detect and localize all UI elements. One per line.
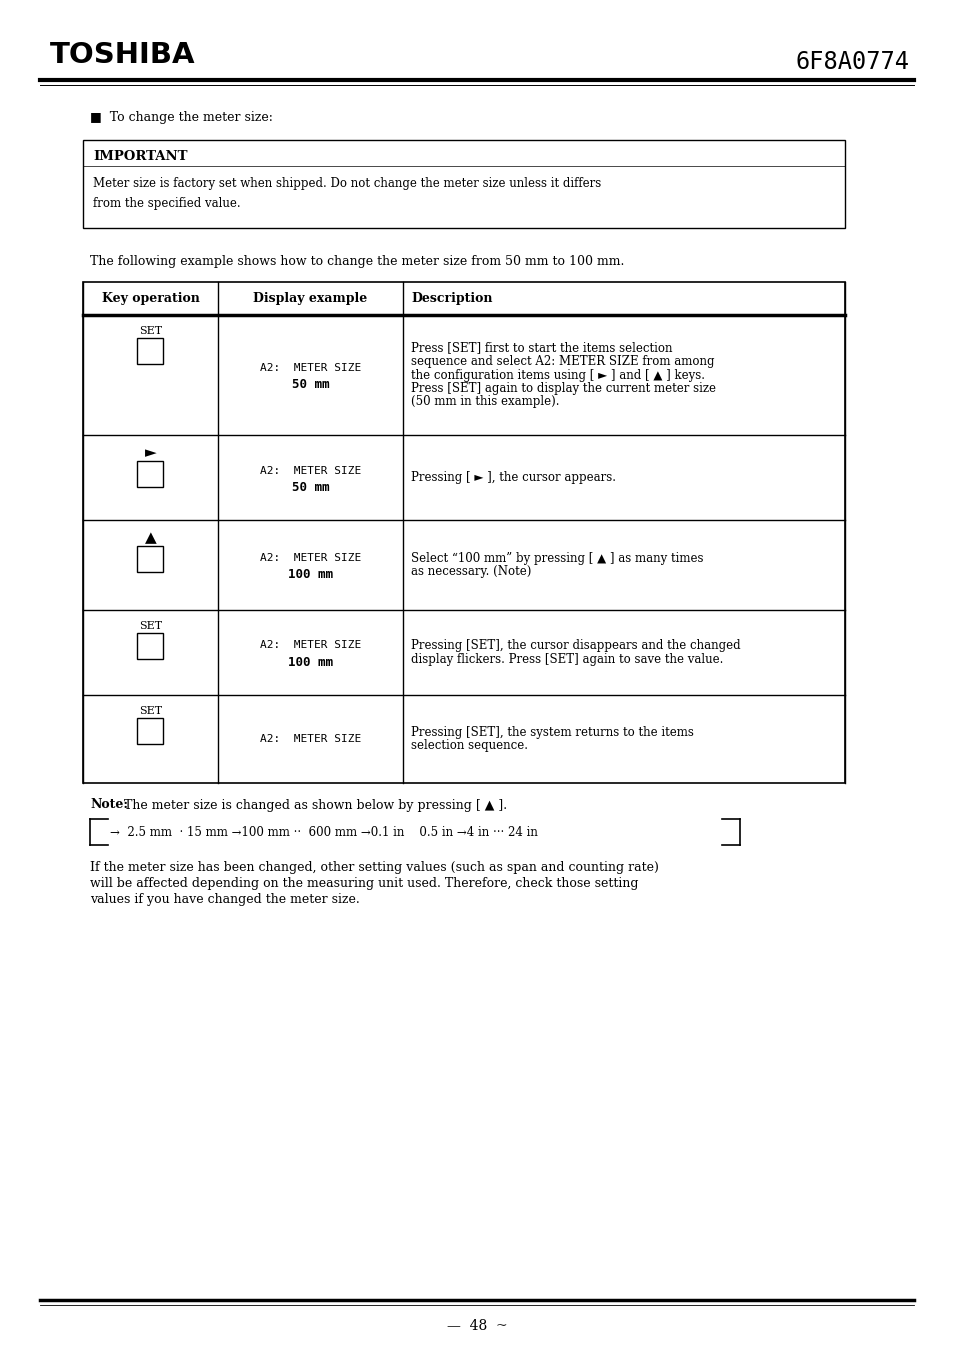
Bar <box>137 634 163 659</box>
Text: as necessary. (Note): as necessary. (Note) <box>411 565 531 578</box>
Text: ▲: ▲ <box>145 531 156 546</box>
Text: the configuration items using [ ► ] and [ ▲ ] keys.: the configuration items using [ ► ] and … <box>411 369 704 381</box>
Text: The following example shows how to change the meter size from 50 mm to 100 mm.: The following example shows how to chang… <box>90 255 623 269</box>
Text: A2:  METER SIZE: A2: METER SIZE <box>259 363 361 373</box>
Text: →  2.5 mm  · 15 mm →100 mm ··  600 mm →0.1 in    0.5 in →4 in ··· 24 in: → 2.5 mm · 15 mm →100 mm ·· 600 mm →0.1 … <box>110 825 537 839</box>
Bar <box>137 546 163 571</box>
Text: SET: SET <box>139 621 162 631</box>
Text: IMPORTANT: IMPORTANT <box>92 150 188 162</box>
Bar <box>137 338 163 363</box>
Text: Note:: Note: <box>90 798 128 812</box>
Text: Display example: Display example <box>253 292 367 305</box>
Text: SET: SET <box>139 326 162 336</box>
Text: (50 mm in this example).: (50 mm in this example). <box>411 396 558 408</box>
Bar <box>137 717 163 744</box>
Text: ■  To change the meter size:: ■ To change the meter size: <box>90 112 273 124</box>
Text: 6F8A0774: 6F8A0774 <box>795 50 909 74</box>
Text: Pressing [SET], the cursor disappears and the changed: Pressing [SET], the cursor disappears an… <box>411 639 740 653</box>
Text: TOSHIBA: TOSHIBA <box>50 41 195 69</box>
Text: 50 mm: 50 mm <box>292 378 329 392</box>
Text: selection sequence.: selection sequence. <box>411 739 527 753</box>
Text: Pressing [SET], the system returns to the items: Pressing [SET], the system returns to th… <box>411 725 693 739</box>
Text: Select “100 mm” by pressing [ ▲ ] as many times: Select “100 mm” by pressing [ ▲ ] as man… <box>411 551 702 565</box>
Text: Press [SET] first to start the items selection: Press [SET] first to start the items sel… <box>411 342 672 354</box>
Text: ►: ► <box>145 446 156 461</box>
Text: If the meter size has been changed, other setting values (such as span and count: If the meter size has been changed, othe… <box>90 861 659 874</box>
Bar <box>83 141 844 228</box>
Text: —  48  ~: — 48 ~ <box>446 1319 507 1333</box>
Text: A2:  METER SIZE: A2: METER SIZE <box>259 734 361 744</box>
Text: Pressing [ ► ], the cursor appears.: Pressing [ ► ], the cursor appears. <box>411 471 616 484</box>
Text: 50 mm: 50 mm <box>292 481 329 494</box>
Text: Description: Description <box>411 292 492 305</box>
Text: The meter size is changed as shown below by pressing [ ▲ ].: The meter size is changed as shown below… <box>120 798 507 812</box>
Text: SET: SET <box>139 707 162 716</box>
Text: Meter size is factory set when shipped. Do not change the meter size unless it d: Meter size is factory set when shipped. … <box>92 177 600 190</box>
Text: A2:  METER SIZE: A2: METER SIZE <box>259 466 361 476</box>
Text: display flickers. Press [SET] again to save the value.: display flickers. Press [SET] again to s… <box>411 653 722 666</box>
Text: values if you have changed the meter size.: values if you have changed the meter siz… <box>90 893 359 905</box>
Text: Key operation: Key operation <box>101 292 199 305</box>
Bar <box>137 461 163 486</box>
Text: from the specified value.: from the specified value. <box>92 196 240 209</box>
Text: Press [SET] again to display the current meter size: Press [SET] again to display the current… <box>411 382 716 394</box>
Text: sequence and select A2: METER SIZE from among: sequence and select A2: METER SIZE from … <box>411 355 714 367</box>
Text: 100 mm: 100 mm <box>288 657 333 669</box>
Text: A2:  METER SIZE: A2: METER SIZE <box>259 640 361 650</box>
Text: A2:  METER SIZE: A2: METER SIZE <box>259 553 361 563</box>
Bar <box>83 282 844 784</box>
Text: will be affected depending on the measuring unit used. Therefore, check those se: will be affected depending on the measur… <box>90 877 638 889</box>
Text: 100 mm: 100 mm <box>288 569 333 581</box>
